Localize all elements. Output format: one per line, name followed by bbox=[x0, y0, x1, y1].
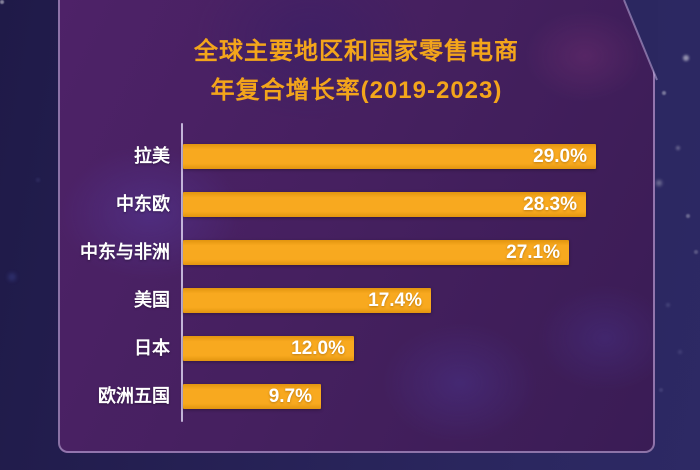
category-label: 美国 bbox=[134, 290, 170, 310]
chart-row: 美国 17.4% bbox=[0, 288, 700, 313]
value-label: 27.1% bbox=[506, 242, 560, 263]
value-label: 28.3% bbox=[523, 194, 577, 215]
bokeh-dots-decoration bbox=[0, 0, 4, 4]
chart-panel bbox=[58, 0, 655, 453]
chart-row: 日本 12.0% bbox=[0, 336, 700, 361]
value-label: 17.4% bbox=[368, 290, 422, 311]
bar: 17.4% bbox=[183, 288, 431, 313]
chart-row: 中东与非洲 27.1% bbox=[0, 240, 700, 265]
chart-row: 中东欧 28.3% bbox=[0, 192, 700, 217]
bar: 28.3% bbox=[183, 192, 586, 217]
category-label: 中东与非洲 bbox=[80, 242, 170, 262]
chart-title-line1: 全球主要地区和国家零售电商 bbox=[194, 38, 519, 65]
category-label: 拉美 bbox=[134, 146, 170, 166]
chart-row: 拉美 29.0% bbox=[0, 144, 700, 169]
bar: 9.7% bbox=[183, 384, 321, 409]
value-label: 9.7% bbox=[268, 386, 312, 407]
category-label: 中东欧 bbox=[116, 194, 170, 214]
y-axis-line bbox=[181, 123, 183, 422]
bar: 29.0% bbox=[183, 144, 596, 169]
chart-title: 全球主要地区和国家零售电商 年复合增长率(2019-2023) bbox=[59, 32, 654, 110]
bar: 12.0% bbox=[183, 336, 354, 361]
bar: 27.1% bbox=[183, 240, 569, 265]
value-label: 12.0% bbox=[291, 338, 345, 359]
chart-title-line2: 年复合增长率(2019-2023) bbox=[210, 77, 503, 104]
category-label: 欧洲五国 bbox=[98, 386, 170, 406]
panel-corner-chamfer bbox=[623, 0, 658, 82]
category-label: 日本 bbox=[134, 338, 170, 358]
value-label: 29.0% bbox=[533, 146, 587, 167]
chart-row: 欧洲五国 9.7% bbox=[0, 384, 700, 409]
